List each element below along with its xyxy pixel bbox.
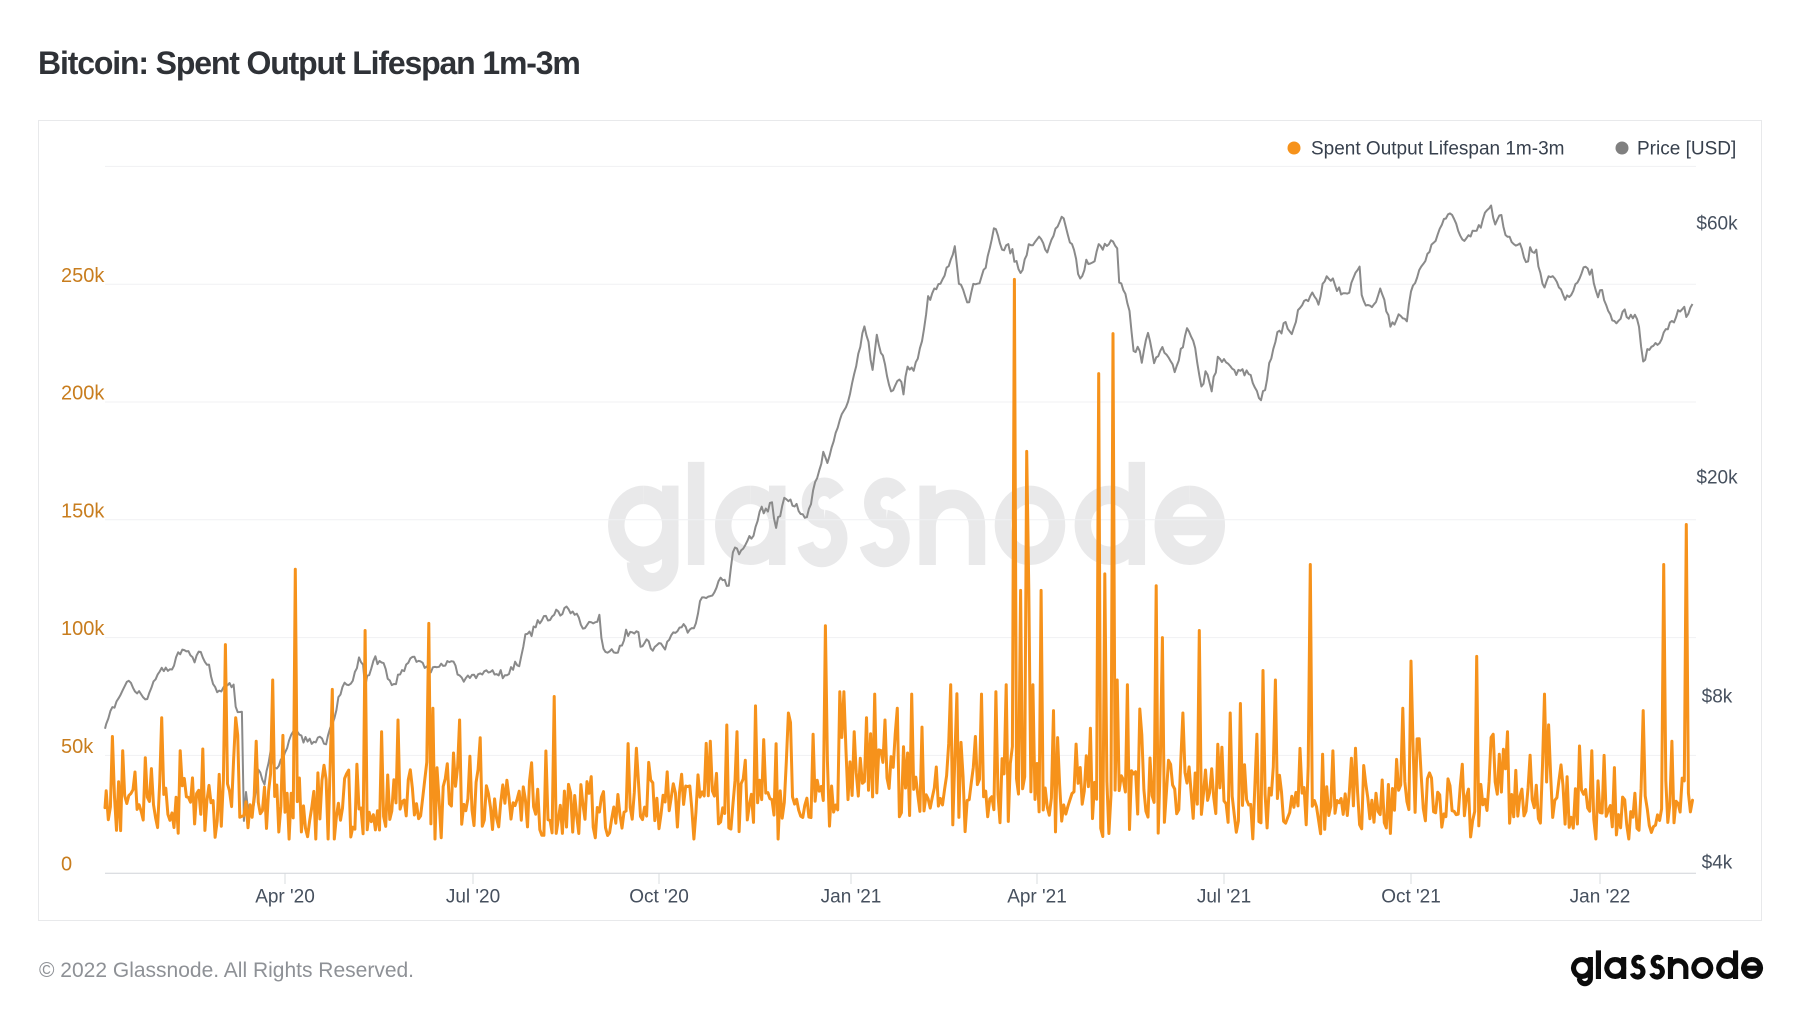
svg-text:Jan '22: Jan '22 — [1570, 887, 1631, 908]
svg-text:Oct '20: Oct '20 — [629, 887, 689, 908]
svg-text:© 2022 Glassnode. All Rights R: © 2022 Glassnode. All Rights Reserved. — [39, 959, 414, 982]
svg-text:0: 0 — [61, 854, 72, 876]
svg-text:150k: 150k — [61, 500, 105, 522]
svg-text:200k: 200k — [61, 383, 105, 405]
svg-text:$60k: $60k — [1696, 214, 1738, 235]
svg-text:$20k: $20k — [1696, 468, 1738, 489]
svg-text:$4k: $4k — [1702, 853, 1733, 874]
svg-text:50k: 50k — [61, 736, 94, 758]
svg-text:Price [USD]: Price [USD] — [1637, 139, 1736, 160]
svg-text:$8k: $8k — [1702, 687, 1733, 708]
svg-text:Apr '20: Apr '20 — [255, 887, 315, 908]
svg-text:Oct '21: Oct '21 — [1381, 887, 1441, 908]
svg-text:Jul '21: Jul '21 — [1197, 887, 1251, 908]
svg-text:250k: 250k — [61, 265, 105, 287]
svg-text:Jan '21: Jan '21 — [821, 887, 882, 908]
svg-text:Bitcoin: Spent Output Lifespan: Bitcoin: Spent Output Lifespan 1m-3m — [38, 45, 580, 81]
svg-text:Apr '21: Apr '21 — [1007, 887, 1067, 908]
svg-text:Spent Output Lifespan 1m-3m: Spent Output Lifespan 1m-3m — [1311, 139, 1564, 160]
svg-text:Jul '20: Jul '20 — [446, 887, 500, 908]
svg-text:100k: 100k — [61, 618, 105, 640]
